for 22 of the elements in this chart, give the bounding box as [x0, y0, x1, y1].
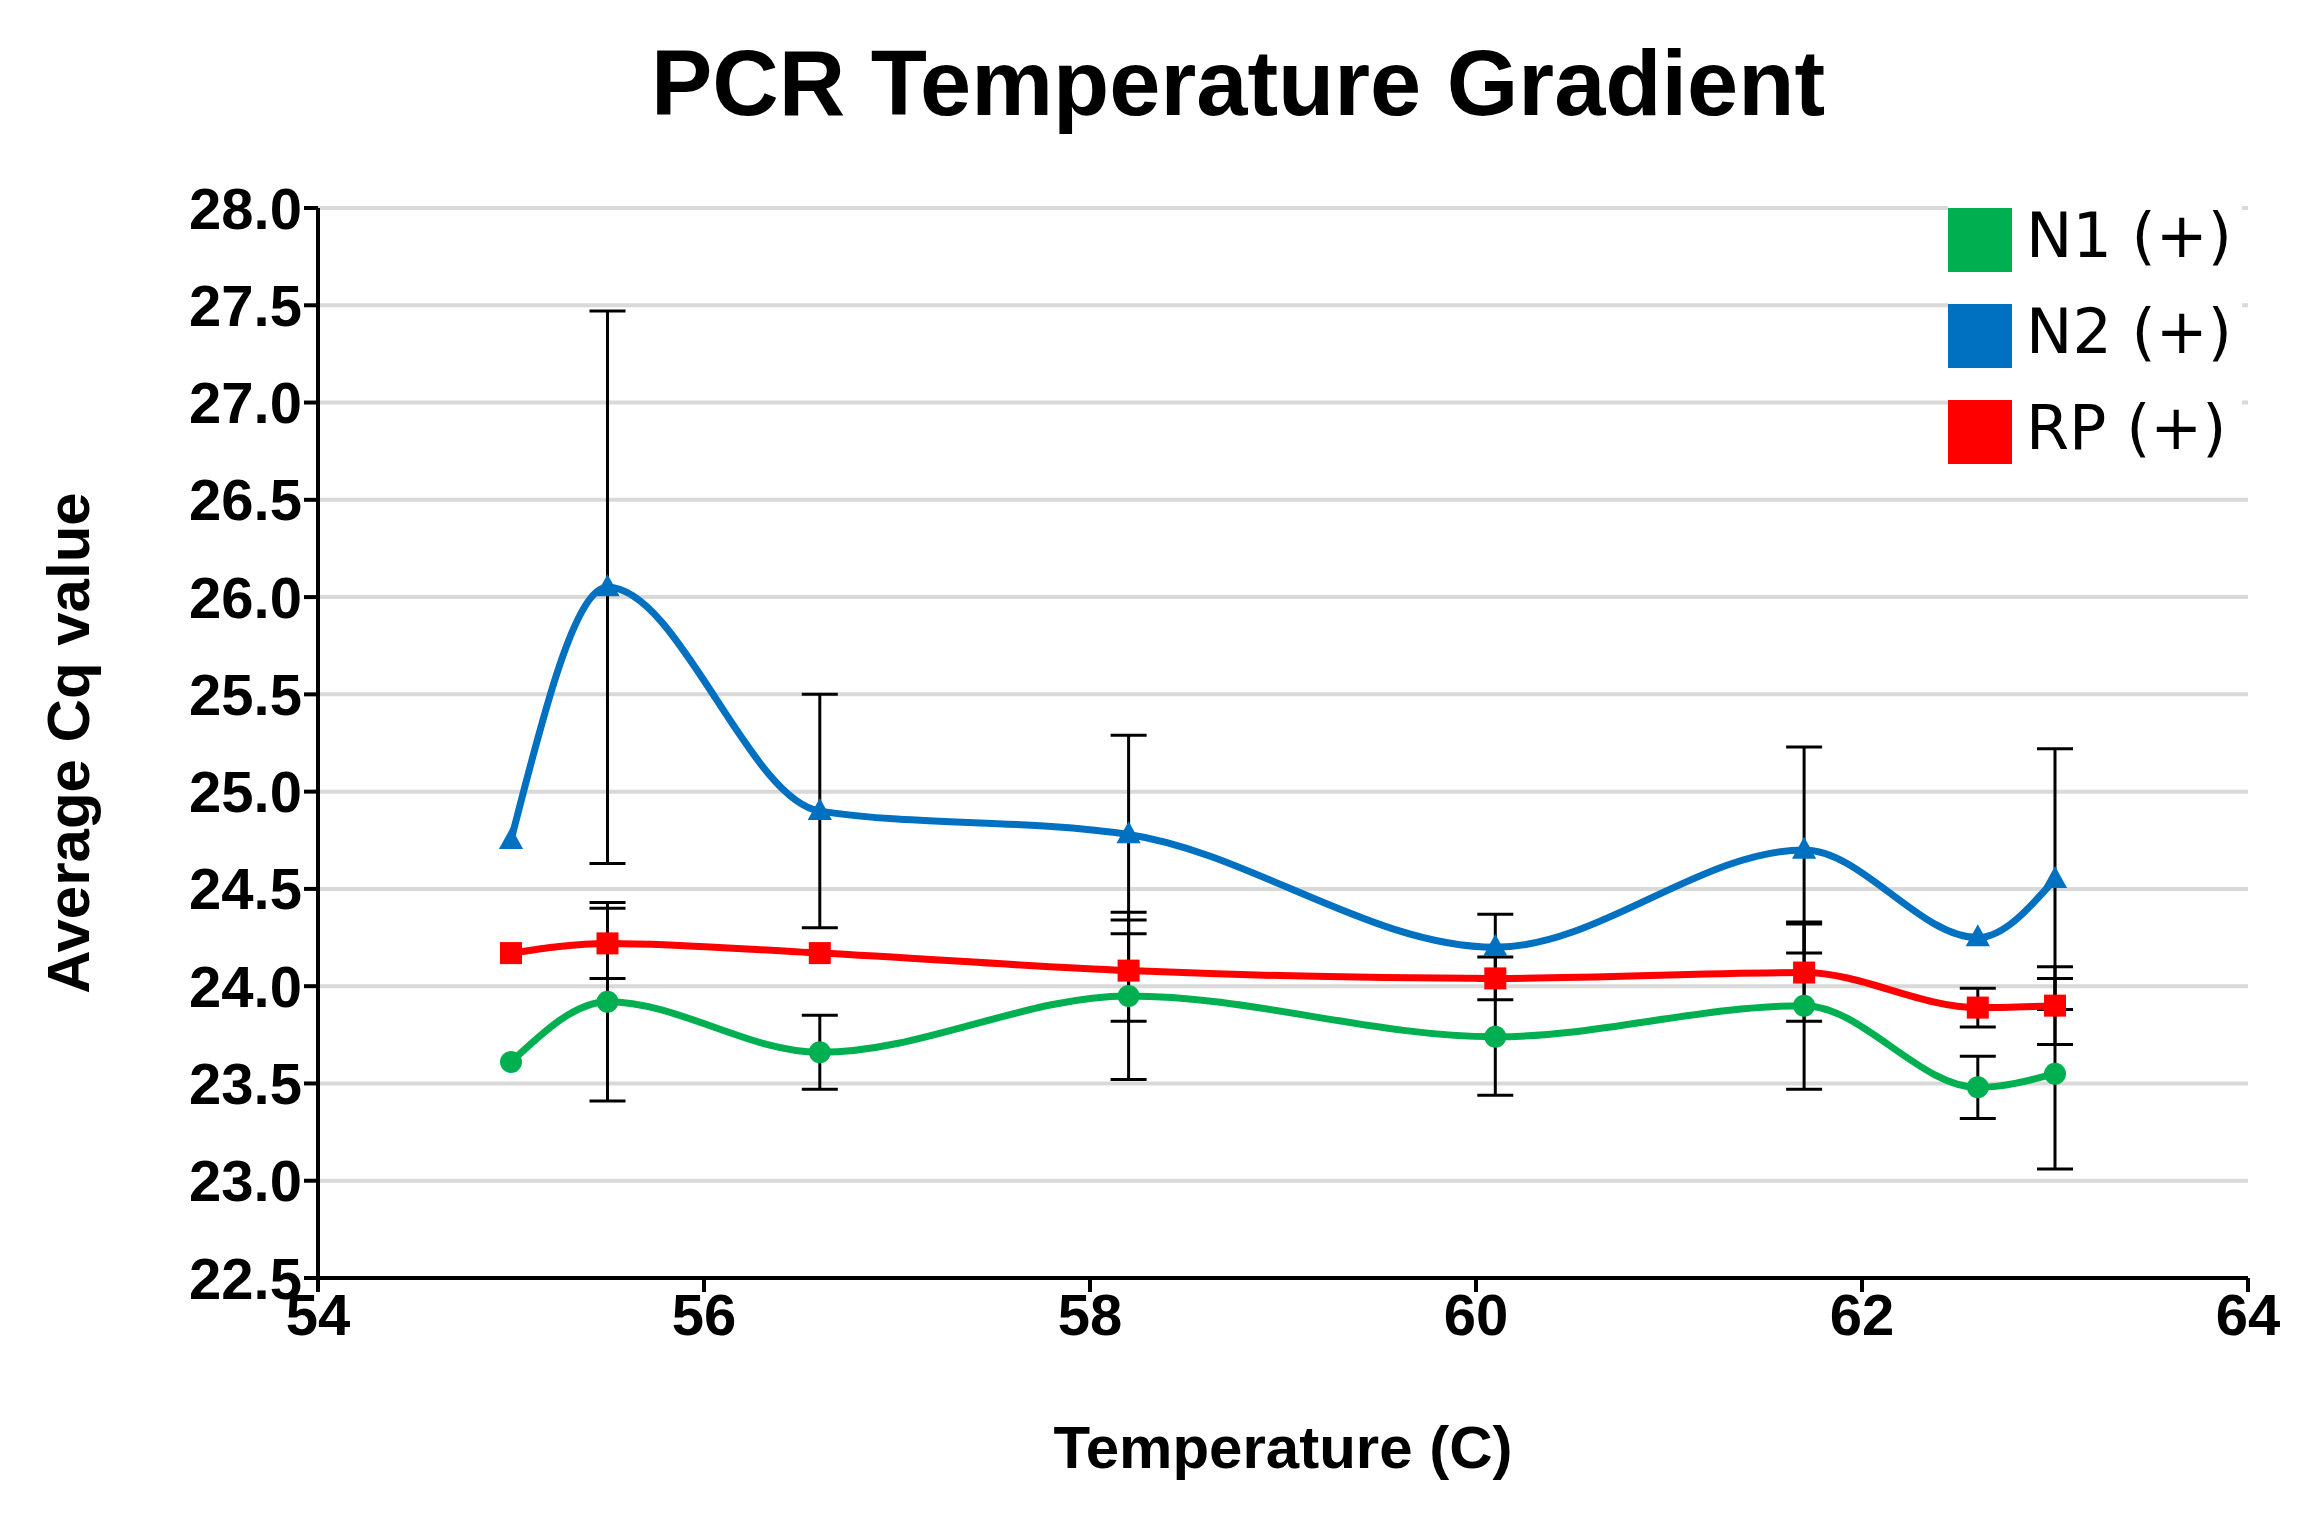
legend-label: N2 (+) [2026, 295, 2232, 368]
y-tick-label: 23.5 [189, 1051, 302, 1117]
x-tick-label: 62 [1829, 1282, 1895, 1348]
y-tick-label: 27.5 [189, 272, 302, 338]
y-tick-label: 27.0 [189, 370, 302, 436]
x-tick-label: 60 [1443, 1282, 1509, 1348]
x-tick-label: 64 [2215, 1282, 2281, 1348]
x-tick-label: 58 [1057, 1282, 1123, 1348]
legend-label: RP (+) [2026, 391, 2227, 464]
y-tick-label: 24.5 [189, 856, 302, 922]
legend-label: N1 (+) [2026, 199, 2232, 272]
y-tick-label: 26.5 [189, 467, 302, 533]
x-axis-title: Temperature (C) [1053, 1414, 1513, 1481]
y-tick-label: 28.0 [189, 175, 302, 241]
y-tick-label: 26.0 [189, 564, 302, 630]
y-axis-title: Average Cq value [35, 492, 103, 994]
chart-title: PCR Temperature Gradient [649, 31, 1827, 136]
y-tick-label: 25.5 [189, 661, 302, 727]
y-tick-label: 25.0 [189, 759, 302, 825]
y-tick-label: 23.0 [189, 1148, 302, 1214]
x-tick-label: 56 [671, 1282, 737, 1348]
y-tick-label: 24.0 [189, 953, 302, 1019]
